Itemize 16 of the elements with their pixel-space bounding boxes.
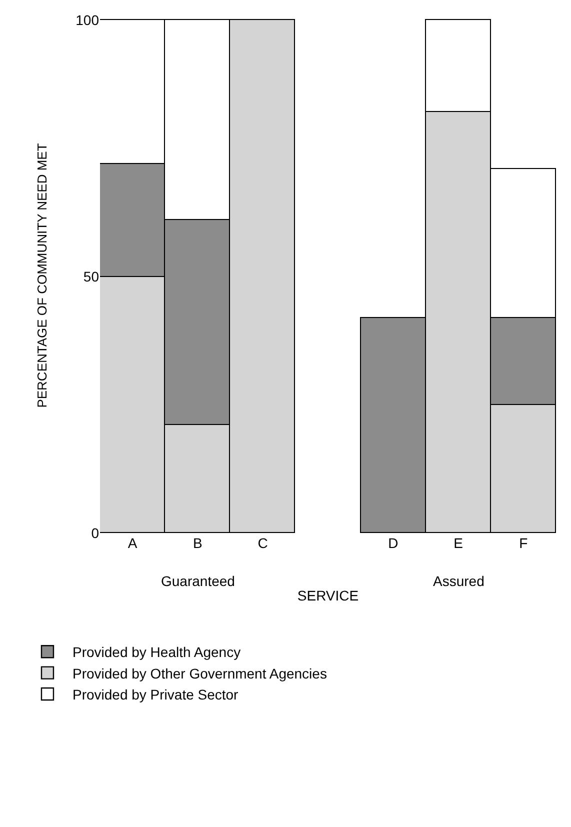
x-tick-label: A bbox=[128, 535, 138, 551]
x-tick-label: D bbox=[388, 535, 398, 551]
y-tick-label: 0 bbox=[91, 524, 100, 541]
text: Assured bbox=[433, 573, 484, 589]
y-axis-title: PERCENTAGE OF COMMUNITY NEED MET bbox=[34, 143, 50, 408]
legend-label: Provided by Health Agency bbox=[72, 644, 241, 660]
x-tick-label: F bbox=[519, 535, 528, 551]
x-axis-title: SERVICE bbox=[297, 587, 359, 604]
legend-label: Provided by Private Sector bbox=[72, 686, 239, 702]
legend-label: Provided by Other Government Agencies bbox=[72, 665, 327, 682]
y-tick-label: 50 bbox=[83, 268, 100, 284]
text: Guaranteed bbox=[161, 573, 235, 589]
y-tick-label: 100 bbox=[76, 12, 100, 28]
x-tick-label: E bbox=[454, 535, 463, 551]
x-tick-label: B bbox=[193, 535, 202, 551]
x-tick-label: C bbox=[258, 535, 268, 551]
